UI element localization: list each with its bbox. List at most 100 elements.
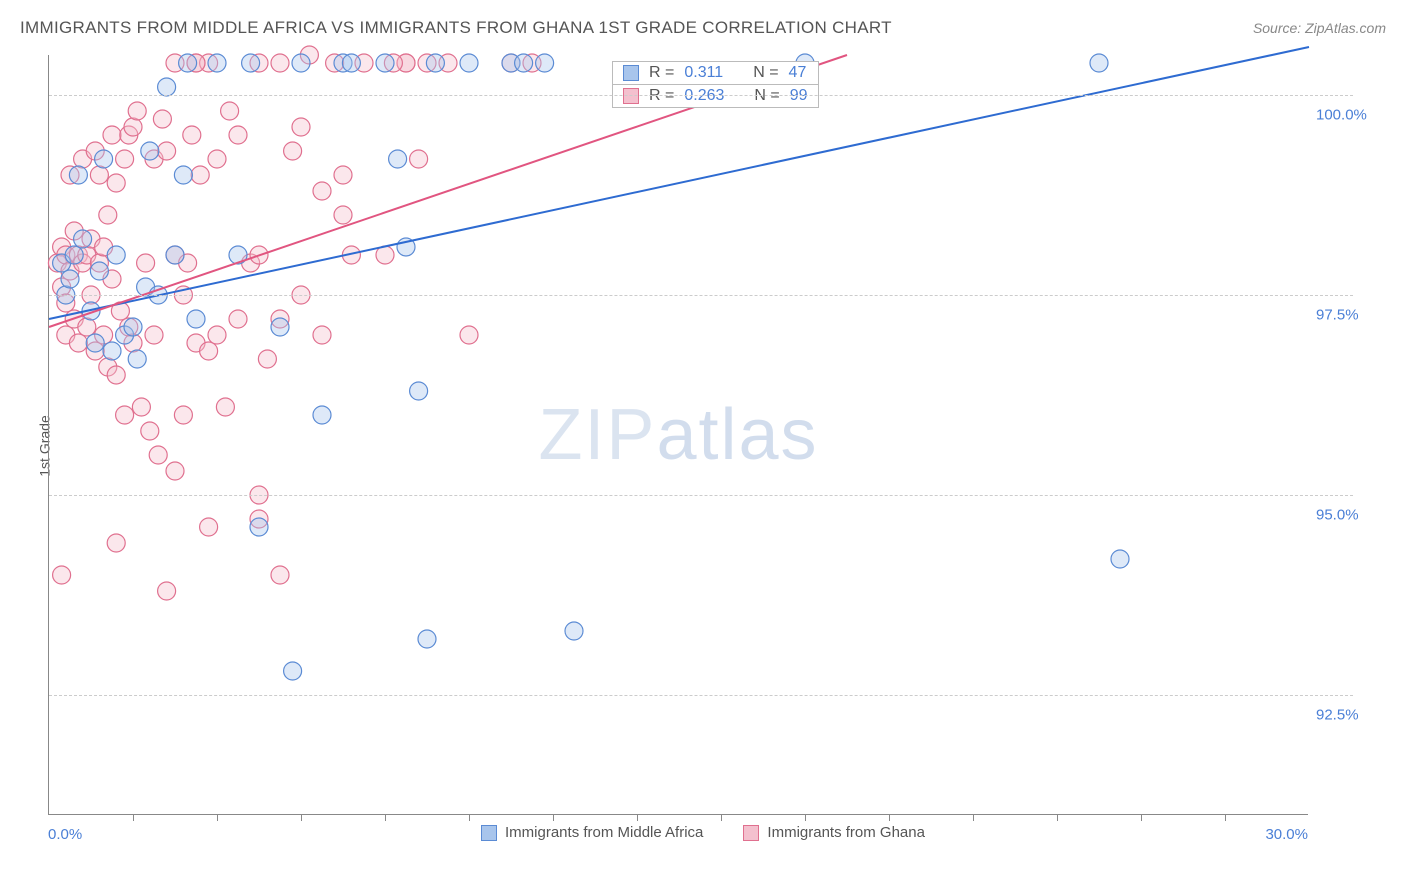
x-tick bbox=[469, 814, 470, 821]
x-tick bbox=[805, 814, 806, 821]
n-value: 99 bbox=[790, 87, 808, 105]
scatter-point bbox=[208, 54, 226, 72]
gridline-h bbox=[49, 95, 1353, 96]
legend-label: Immigrants from Ghana bbox=[767, 824, 925, 841]
x-tick bbox=[889, 814, 890, 821]
scatter-point bbox=[1090, 54, 1108, 72]
legend-item: Immigrants from Ghana bbox=[743, 824, 925, 841]
scatter-point bbox=[271, 566, 289, 584]
scatter-point bbox=[69, 334, 87, 352]
gridline-h bbox=[49, 295, 1353, 296]
r-value: 0.263 bbox=[684, 87, 724, 105]
scatter-point bbox=[95, 150, 113, 168]
scatter-point bbox=[389, 150, 407, 168]
scatter-point bbox=[107, 534, 125, 552]
legend-swatch bbox=[623, 65, 639, 81]
scatter-point bbox=[61, 270, 79, 288]
chart-title: IMMIGRANTS FROM MIDDLE AFRICA VS IMMIGRA… bbox=[20, 18, 892, 38]
scatter-point bbox=[460, 326, 478, 344]
scatter-point bbox=[191, 166, 209, 184]
r-value: 0.311 bbox=[684, 64, 723, 82]
scatter-point bbox=[107, 174, 125, 192]
scatter-point bbox=[565, 622, 583, 640]
gridline-h bbox=[49, 695, 1353, 696]
gridline-h bbox=[49, 495, 1353, 496]
n-label: N = bbox=[754, 87, 779, 105]
scatter-point bbox=[334, 206, 352, 224]
scatter-point bbox=[179, 54, 197, 72]
scatter-point bbox=[153, 110, 171, 128]
scatter-point bbox=[292, 118, 310, 136]
scatter-point bbox=[313, 406, 331, 424]
scatter-point bbox=[74, 230, 92, 248]
x-tick bbox=[553, 814, 554, 821]
scatter-point bbox=[536, 54, 554, 72]
x-tick bbox=[1057, 814, 1058, 821]
scatter-point bbox=[158, 142, 176, 160]
scatter-point bbox=[90, 262, 108, 280]
n-label: N = bbox=[753, 64, 778, 82]
correlation-legend: R = 0.311 N = 47 R = 0.263 N = 99 bbox=[612, 61, 819, 108]
scatter-svg bbox=[49, 55, 1308, 814]
legend-swatch bbox=[623, 88, 639, 104]
scatter-point bbox=[410, 382, 428, 400]
scatter-point bbox=[103, 126, 121, 144]
scatter-point bbox=[107, 246, 125, 264]
scatter-point bbox=[242, 54, 260, 72]
scatter-point bbox=[78, 318, 96, 336]
scatter-point bbox=[116, 406, 134, 424]
y-tick-label: 95.0% bbox=[1316, 507, 1406, 524]
scatter-point bbox=[174, 406, 192, 424]
scatter-point bbox=[313, 326, 331, 344]
series-legend: Immigrants from Middle Africa Immigrants … bbox=[0, 824, 1406, 841]
scatter-point bbox=[99, 206, 117, 224]
scatter-point bbox=[128, 350, 146, 368]
scatter-point bbox=[410, 150, 428, 168]
scatter-point bbox=[284, 142, 302, 160]
scatter-point bbox=[250, 518, 268, 536]
scatter-point bbox=[69, 166, 87, 184]
y-tick-label: 100.0% bbox=[1316, 107, 1406, 124]
scatter-point bbox=[166, 246, 184, 264]
legend-swatch bbox=[743, 825, 759, 841]
r-label: R = bbox=[649, 87, 674, 105]
scatter-point bbox=[103, 342, 121, 360]
scatter-point bbox=[65, 246, 83, 264]
scatter-point bbox=[208, 326, 226, 344]
scatter-point bbox=[166, 462, 184, 480]
scatter-point bbox=[229, 126, 247, 144]
source-label: Source: ZipAtlas.com bbox=[1253, 20, 1386, 36]
scatter-point bbox=[208, 150, 226, 168]
scatter-point bbox=[174, 166, 192, 184]
scatter-point bbox=[515, 54, 533, 72]
scatter-point bbox=[116, 150, 134, 168]
x-tick bbox=[1141, 814, 1142, 821]
y-tick-label: 92.5% bbox=[1316, 707, 1406, 724]
scatter-point bbox=[53, 566, 71, 584]
scatter-point bbox=[200, 342, 218, 360]
scatter-point bbox=[334, 166, 352, 184]
scatter-point bbox=[376, 54, 394, 72]
scatter-point bbox=[200, 518, 218, 536]
legend-swatch bbox=[481, 825, 497, 841]
scatter-point bbox=[271, 318, 289, 336]
scatter-point bbox=[141, 142, 159, 160]
n-value: 47 bbox=[789, 64, 807, 82]
scatter-point bbox=[216, 398, 234, 416]
correlation-legend-row: R = 0.263 N = 99 bbox=[612, 84, 819, 108]
scatter-point bbox=[107, 366, 125, 384]
scatter-point bbox=[292, 54, 310, 72]
scatter-point bbox=[86, 334, 104, 352]
scatter-point bbox=[141, 422, 159, 440]
legend-label: Immigrants from Middle Africa bbox=[505, 824, 703, 841]
scatter-point bbox=[284, 662, 302, 680]
x-tick bbox=[301, 814, 302, 821]
scatter-point bbox=[342, 54, 360, 72]
scatter-point bbox=[158, 582, 176, 600]
x-tick bbox=[217, 814, 218, 821]
plot-area: ZIPatlas R =0.311N =47R =0.263N =99 92.5… bbox=[48, 55, 1308, 815]
scatter-point bbox=[124, 318, 142, 336]
legend-item: Immigrants from Middle Africa bbox=[481, 824, 703, 841]
scatter-point bbox=[271, 54, 289, 72]
scatter-point bbox=[426, 54, 444, 72]
